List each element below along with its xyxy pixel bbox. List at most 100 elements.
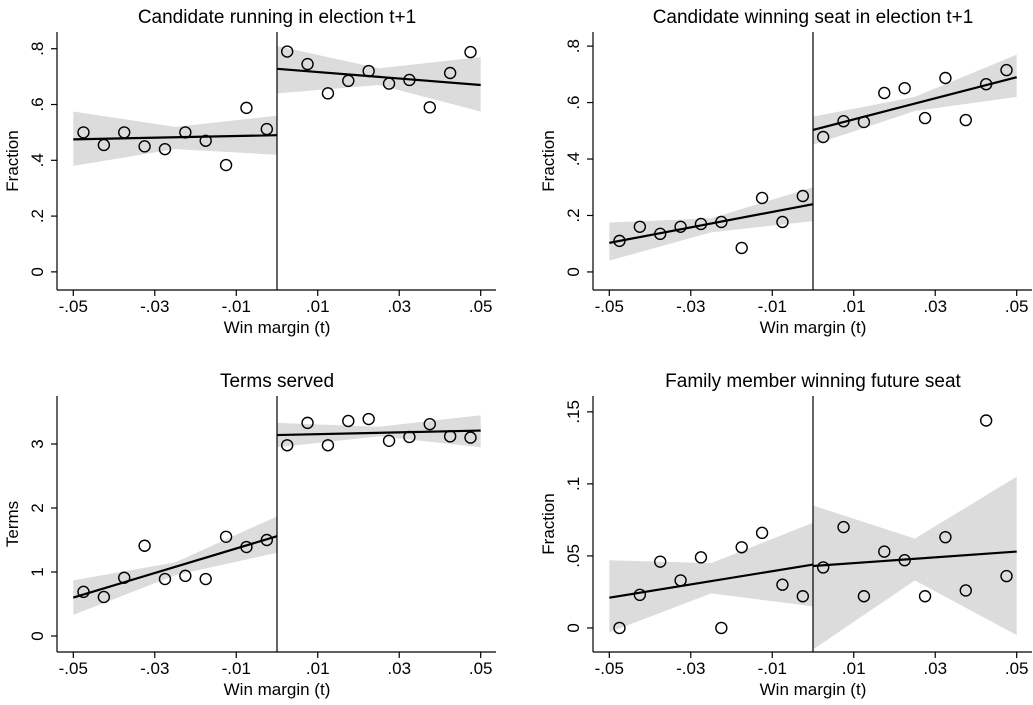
fit-line [812,76,1017,132]
data-point [837,520,850,534]
data-point [878,545,891,558]
fit-line [72,535,278,599]
panel: 0 1 2 3 -.05 -.03 -.01 .01 .03 .05 Terms served Win… [3,371,496,699]
data-point [342,414,355,428]
x-axis-title: Win margin (t) [760,680,867,699]
data-point [301,57,314,71]
data-point [199,572,212,586]
x-tick-label: .05 [469,297,493,316]
data-point [138,539,151,552]
data-point [959,584,972,597]
y-tick-label: .6 [28,97,47,111]
x-tick-label: -.01 [222,659,251,678]
data-point [613,234,626,248]
data-point [755,191,769,205]
x-tick-label: .01 [306,297,330,316]
x-tick-label: -.05 [59,297,88,316]
y-axis-title: Fraction [3,130,22,191]
data-point [179,569,192,583]
x-tick-label: -.03 [140,297,169,316]
data-point [423,101,436,114]
x-axis-title: Win margin (t) [224,318,331,337]
data-point [158,572,172,586]
data-point [735,541,748,554]
y-tick-label: 3 [28,439,47,448]
data-point [301,416,314,430]
data-point [918,111,932,125]
data-point [939,71,952,85]
data-point [857,115,871,129]
data-point [857,590,871,603]
x-tick-label: -.05 [595,297,624,316]
data-point [138,140,151,153]
x-axis-title: Win margin (t) [760,318,867,337]
data-point [219,530,233,543]
data-point [77,126,90,139]
data-point [382,77,396,90]
data-point [633,588,647,602]
y-tick-label: .2 [28,209,47,223]
y-tick-label: 0 [28,631,47,640]
data-point [77,585,90,599]
data-point [755,526,769,540]
data-point [694,551,708,564]
data-point [613,621,626,635]
data-point [674,574,687,587]
x-tick-label: .03 [387,297,411,316]
data-point [939,530,952,544]
data-point [674,220,687,233]
x-tick-label: .03 [923,297,947,316]
y-tick-label: 0 [564,623,583,632]
data-point [443,430,457,443]
data-point [219,158,233,172]
x-tick-label: -.03 [676,297,705,316]
confidence-band [813,476,1017,650]
y-tick-label: .4 [564,152,583,166]
data-point [280,439,294,452]
panel-title: Family member winning future seat [665,371,961,392]
data-point [321,87,335,100]
data-point [321,439,335,452]
confidence-band [73,516,277,615]
data-point [464,45,477,59]
y-tick-label: 2 [28,503,47,512]
y-tick-label: .1 [564,477,583,491]
y-tick-label: .05 [564,544,583,568]
data-point [158,142,172,156]
data-point [979,414,993,427]
y-tick-label: .2 [564,208,583,222]
y-tick-label: .15 [564,400,583,424]
confidence-band [73,111,277,166]
x-tick-label: -.03 [676,659,705,678]
data-point [898,81,911,95]
x-axis-title: Win margin (t) [224,680,331,699]
data-point [979,78,993,91]
x-tick-label: .05 [1005,297,1029,316]
data-point [443,66,457,80]
data-point [694,217,708,231]
plot-area [73,45,481,166]
y-tick-label: 1 [28,567,47,576]
fit-line [812,550,1017,568]
panel-title: Candidate running in election t+1 [138,7,416,28]
panel: 0 .2 .4 .6 .8 -.05 -.03 -.01 .01 .03 .05 Candidate … [3,7,496,337]
y-tick-label: .8 [564,39,583,53]
plot-area [609,54,1017,261]
x-tick-label: .01 [306,659,330,678]
data-point [403,430,416,444]
y-tick-label: 0 [564,267,583,276]
fit-line [276,67,481,87]
fit-line [73,134,278,141]
data-point [837,114,850,128]
data-point [362,64,375,78]
panel-title: Terms served [220,371,334,392]
confidence-band [813,54,1017,145]
data-point [240,101,253,115]
confidence-band [609,522,813,633]
data-point [776,215,789,229]
y-axis-title: Terms [3,501,22,547]
data-point [403,73,416,87]
data-point [97,138,111,152]
y-tick-label: .8 [28,42,47,56]
